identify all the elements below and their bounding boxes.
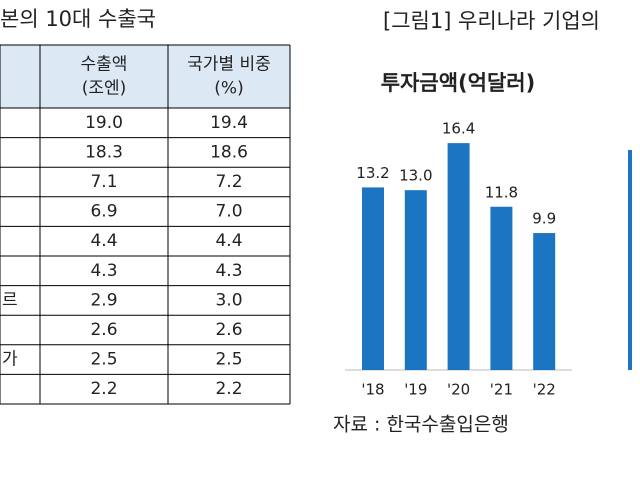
table-cell: 7.2 — [215, 172, 242, 192]
table-cell: 2.5 — [90, 350, 117, 370]
value-label: 13.0 — [399, 167, 432, 185]
table-cell: 19.0 — [85, 113, 123, 133]
table-cell: 18.3 — [85, 142, 123, 162]
left-title: 본의 10대 수출국 — [0, 7, 156, 31]
table-cell: 7.0 — [215, 202, 242, 222]
table-cell: 2.6 — [215, 320, 242, 340]
table-cell: 4.3 — [215, 261, 242, 281]
x-tick-label: '18 — [361, 381, 384, 399]
table-cell: 4.4 — [215, 231, 242, 251]
table-cell: 2.2 — [215, 379, 242, 399]
table-cell: 3.0 — [215, 290, 242, 310]
cropped-bar — [628, 150, 632, 370]
x-tick-label: '21 — [490, 381, 513, 399]
x-tick-label: '22 — [533, 381, 556, 399]
chart-title: 투자금액(억달러) — [381, 71, 535, 95]
table-header-bg — [0, 45, 290, 108]
bar — [404, 190, 427, 370]
bar — [447, 143, 470, 370]
table-cell: 2.2 — [90, 379, 117, 399]
value-label: 13.2 — [356, 164, 389, 182]
table-cell: 7.1 — [90, 172, 117, 192]
table-cell: 가 — [2, 350, 18, 370]
bar — [362, 187, 384, 370]
value-label: 11.8 — [485, 183, 518, 201]
table-cell: 19.4 — [210, 113, 248, 133]
bar — [490, 206, 513, 370]
table-cell: 4.4 — [90, 231, 117, 251]
table-cell: 르 — [2, 290, 18, 310]
header-cell: 국가별 비중 (%) — [187, 55, 271, 99]
x-tick-label: '20 — [447, 381, 470, 399]
figure-title: [그림1] 우리나라 기업의 — [383, 9, 600, 33]
value-label: 9.9 — [532, 210, 556, 228]
bar — [533, 233, 556, 370]
table-cell: 2.6 — [90, 320, 117, 340]
table-cell: 18.6 — [210, 142, 248, 162]
source: 자료 : 한국수출입은행 — [333, 414, 509, 436]
x-tick-label: '19 — [404, 381, 427, 399]
table-cell: 4.3 — [90, 261, 117, 281]
table-cell: 2.5 — [215, 350, 242, 370]
header-cell: 수출액 (조엔) — [81, 55, 128, 99]
table-cell: 6.9 — [90, 202, 117, 222]
value-label: 16.4 — [442, 120, 475, 138]
table-cell: 2.9 — [90, 290, 117, 310]
